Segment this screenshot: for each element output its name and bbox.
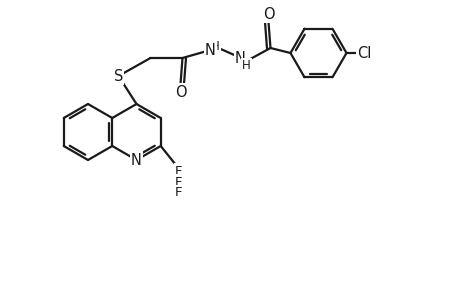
Text: F: F	[174, 164, 182, 178]
Text: O: O	[262, 7, 274, 22]
Text: N: N	[131, 152, 142, 167]
Text: F: F	[174, 176, 182, 188]
Text: O: O	[174, 85, 186, 100]
Text: N: N	[205, 43, 215, 58]
Text: H: H	[241, 58, 250, 71]
Text: S: S	[113, 68, 123, 83]
Text: H: H	[211, 40, 219, 52]
Text: Cl: Cl	[357, 46, 371, 61]
Text: N: N	[235, 50, 246, 65]
Text: F: F	[174, 187, 182, 200]
